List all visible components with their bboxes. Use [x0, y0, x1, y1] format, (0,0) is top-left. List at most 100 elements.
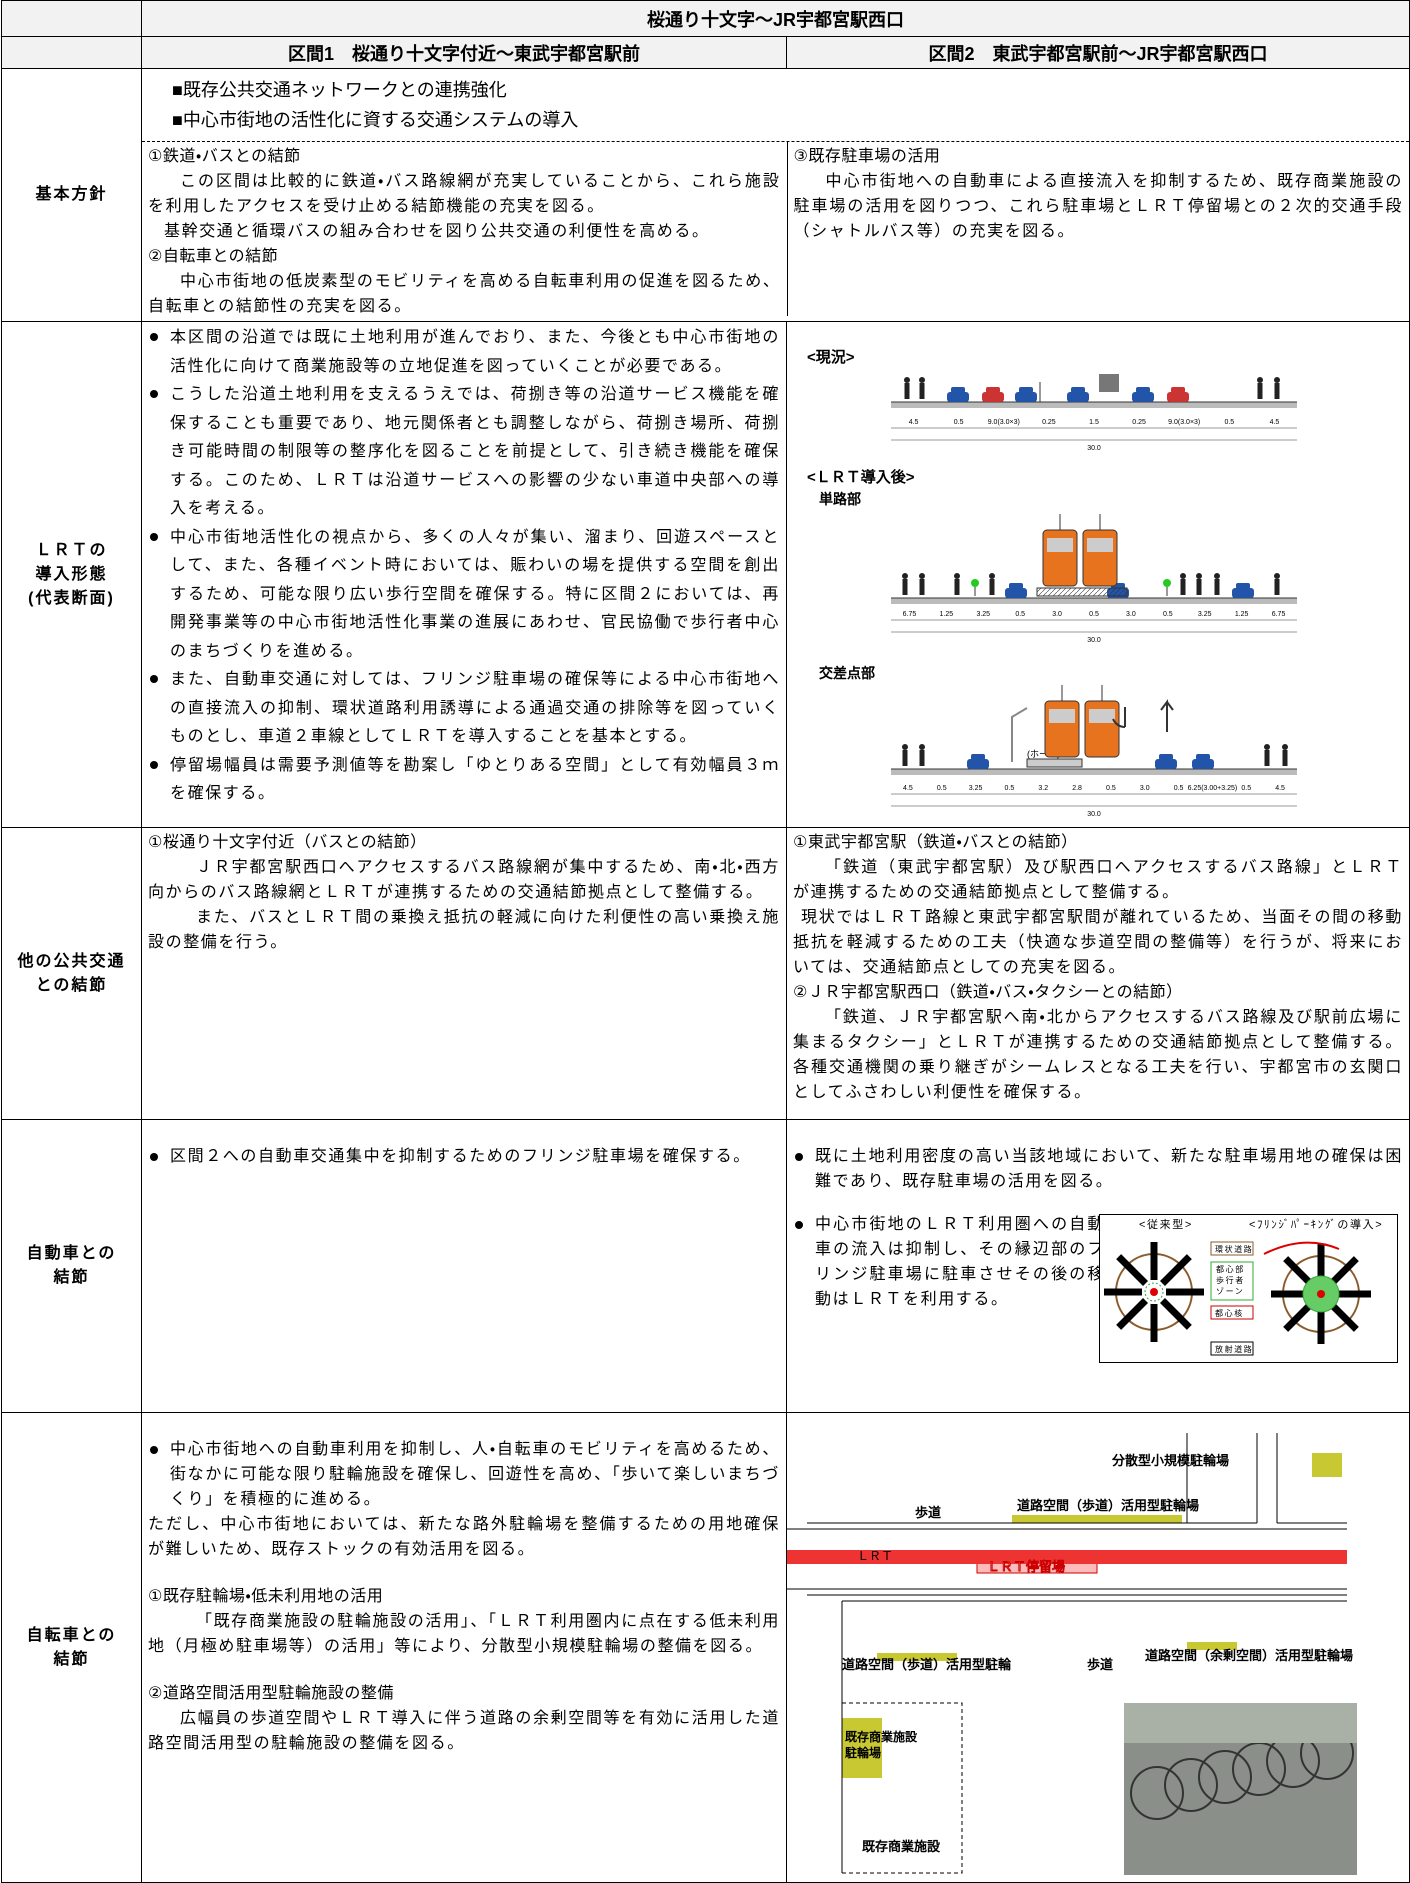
- cell: 中心市街地への自動車利用を抑制し、人・自転車のモビリティを高めるため、街なかに可…: [141, 1412, 787, 1883]
- person: [1282, 744, 1288, 750]
- car: [1159, 754, 1173, 760]
- bullet: 中心市街地活性化の視点から、多くの人々が集い、溜まり、回遊スペースとして、また、…: [148, 524, 780, 667]
- bullet: こうした沿道土地利用を支えるうえでは、荷捌き等の沿道サービス機能を確保することも…: [148, 381, 780, 524]
- dimension-label: 3.25: [969, 785, 983, 792]
- shelter: [1011, 707, 1028, 762]
- cell: ①桜通り十文字付近（バスとの結節） ＪＲ宇都宮駅西口へアクセスするバス路線網が集…: [141, 827, 787, 1120]
- paragraph: また、バスとＬＲＴ間の乗換え抵抗の軽減に向けた利便性の高い乗換え施設の整備を行う…: [148, 909, 780, 951]
- dimension-label: 4.5: [909, 419, 919, 426]
- label-line: 結節: [53, 1650, 90, 1668]
- tree: [1163, 579, 1171, 587]
- bullet: また、自動車交通に対しては、フリンジ駐車場の確保等による中心市街地への直接流入の…: [148, 666, 780, 752]
- person: [1264, 750, 1270, 766]
- header-title: 桜通り十文字～JR宇都宮駅西口: [140, 0, 1410, 37]
- car: [1171, 387, 1185, 393]
- dimension-label: 3.0: [1126, 611, 1136, 618]
- dimension-label: 1.5: [1089, 419, 1099, 426]
- shape: 区間1 桜通り十文字付近～東武宇都宮駅前 区間2 東武宇都宮駅前～JR宇都宮駅西口: [1, 36, 1410, 69]
- dimension-label: 0.5: [954, 419, 964, 426]
- tree: [971, 579, 979, 587]
- dimension-label: 0.5: [1224, 419, 1234, 426]
- person: [1274, 377, 1280, 383]
- label: 都心部: [1216, 1264, 1245, 1274]
- label: <現況>: [807, 348, 855, 366]
- dimension-label: 3.25: [976, 611, 990, 618]
- dimension-label: 4.5: [1270, 419, 1280, 426]
- bike-parking: [1187, 1642, 1237, 1650]
- dimension-label: 1.25: [940, 611, 954, 618]
- core: [1317, 1290, 1325, 1298]
- paragraph: 中心市街地への自動車による直接流入を抑制するため、既存商業施設の駐車場の活用を図…: [793, 173, 1404, 240]
- dimension-label: 0.5: [1163, 611, 1173, 618]
- cell: 既に土地利用密度の高い当該地域において、新たな駐車場用地の確保は困難であり、既存…: [785, 1119, 1410, 1413]
- shape: 自転車との 結節 中心市街地への自動車利用を抑制し、人・自転車のモビリティを高める…: [1, 1412, 1410, 1883]
- corner: [1, 36, 142, 69]
- radial-road: [1116, 1298, 1148, 1330]
- tram-window: [1087, 538, 1113, 552]
- label: (ホーム): [1027, 749, 1060, 759]
- paragraph: 現状ではＬＲＴ路線と東武宇都宮駅間が離れているため、当面その間の移動抵抗を軽減す…: [793, 909, 1404, 976]
- shape: [1210, 1305, 1254, 1320]
- dimension-label: 6.75: [903, 611, 917, 618]
- col: ③既存駐車場の活用 中心市街地への自動車による直接流入を抑制するため、既存商業施…: [786, 142, 1410, 316]
- label: 単路部: [819, 491, 861, 507]
- person: [1274, 573, 1280, 579]
- label: 道路空間（歩道）活用型駐輪: [842, 1657, 1012, 1672]
- label: <従来型>: [1139, 1217, 1193, 1231]
- person: [902, 579, 908, 595]
- item-title: ①東武宇都宮駅（鉄道・バスとの結節）: [793, 834, 1078, 851]
- dimension-label: 0.25: [1132, 419, 1146, 426]
- person: [1274, 579, 1280, 595]
- bullet: 区間２への自動車交通集中を抑制するためのフリンジ駐車場を確保する。: [148, 1144, 780, 1169]
- person: [902, 750, 908, 766]
- person: [904, 383, 910, 399]
- bike-parking: [1312, 1453, 1342, 1477]
- shape: ＬＲＴの 導入形態 (代表断面) 本区間の沿道では既に土地利用が進んでおり、また、今…: [1, 321, 1410, 828]
- tram-window: [1049, 709, 1075, 723]
- person: [902, 744, 908, 750]
- shape: 自動車との 結節 区間２への自動車交通集中を抑制するためのフリンジ駐車場を確保する…: [1, 1119, 1410, 1413]
- person: [1214, 573, 1220, 579]
- road-surface: [891, 402, 1297, 408]
- radial-road: [1160, 1298, 1192, 1330]
- person: [1282, 750, 1288, 766]
- col: ①鉄道・バスとの結節 この区間は比較的に鉄道・バス路線網が充実していることから、…: [142, 142, 787, 321]
- person: [1196, 573, 1202, 579]
- dimension-label: 1.25: [1235, 611, 1249, 618]
- dimension-label: 4.5: [903, 785, 913, 792]
- road-surface: [891, 598, 1297, 604]
- bullet: 中心市街地のＬＲＴ利用圏への自動車の流入は抑制し、その縁辺部のフリンジ駐車場に駐…: [793, 1212, 1105, 1312]
- headings: ■既存公共交通ネットワークとの連携強化 ■中心市街地の活性化に資する交通システム…: [142, 69, 1410, 142]
- label: 歩行者: [1216, 1275, 1245, 1285]
- car: [1005, 588, 1027, 598]
- dimension-label: 30.0: [1087, 637, 1101, 644]
- dimension-label: 0.5: [1005, 785, 1015, 792]
- shape: [1210, 1241, 1254, 1256]
- car: [1015, 392, 1037, 402]
- car: [967, 759, 989, 769]
- item-title: ①桜通り十文字付近（バスとの結節）: [148, 834, 427, 851]
- tram-window: [1047, 538, 1073, 552]
- bike-parking: [877, 1653, 957, 1661]
- shape: 基本方針 ■既存公共交通ネットワークとの連携強化 ■中心市街地の活性化に資する交…: [1, 68, 1410, 322]
- dimension-label: 0.25: [1042, 419, 1056, 426]
- person: [954, 579, 960, 595]
- person: [919, 579, 925, 595]
- row-label: 自転車との 結節: [1, 1412, 142, 1883]
- paragraph: 基幹交通と循環バスの組み合わせを図り公共交通の利便性を高める。: [164, 223, 710, 240]
- person: [919, 744, 925, 750]
- car: [1071, 387, 1085, 393]
- car: [1019, 387, 1033, 393]
- dimension-label: 0.5: [1089, 611, 1099, 618]
- dimension-label: 6.25(3.00+3.25): [1188, 785, 1238, 792]
- dimension-label: 0.5: [1174, 785, 1184, 792]
- label-line: 導入形態: [35, 565, 108, 583]
- dimension-label: 0.5: [937, 785, 947, 792]
- section-header: 区間2 東武宇都宮駅前～JR宇都宮駅西口: [785, 36, 1410, 69]
- bike-parking: [1012, 1515, 1182, 1523]
- dimension-label: 3.2: [1038, 785, 1048, 792]
- cell: 区間２への自動車交通集中を抑制するためのフリンジ駐車場を確保する。: [141, 1119, 787, 1413]
- car: [951, 387, 965, 393]
- label: 分散型小規模駐輪場: [1111, 1453, 1229, 1468]
